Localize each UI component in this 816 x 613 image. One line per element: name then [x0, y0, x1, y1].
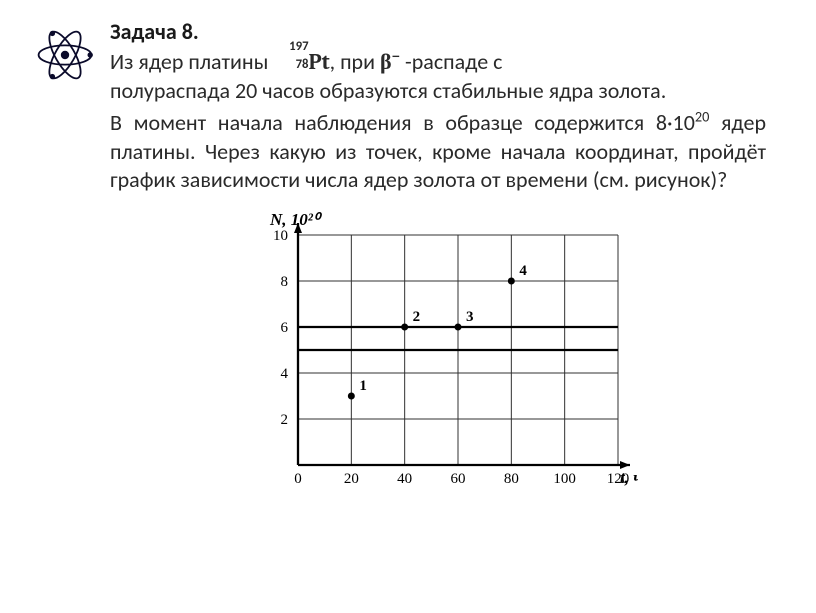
svg-text:10: 10: [273, 228, 288, 244]
svg-text:0: 0: [294, 471, 302, 487]
svg-text:4: 4: [519, 263, 527, 279]
problem-content: Задача 8. Из ядер платины 197 78 Pt, при…: [0, 0, 816, 515]
svg-text:2: 2: [413, 309, 421, 325]
mass-number: 197: [289, 39, 308, 56]
svg-text:2: 2: [281, 412, 289, 428]
svg-text:1: 1: [359, 378, 367, 394]
svg-text:8: 8: [281, 274, 289, 290]
text: Из ядер платины: [110, 48, 268, 75]
text: -распаде с: [400, 48, 502, 75]
decay-chart: 020406080100120246810N, 10²⁰t, ч1234: [238, 205, 638, 505]
svg-text:t, ч: t, ч: [620, 468, 638, 487]
atomic-number: 78: [296, 57, 309, 74]
svg-text:3: 3: [466, 309, 474, 325]
svg-text:N, 10²⁰: N, 10²⁰: [269, 210, 323, 229]
svg-text:80: 80: [504, 471, 519, 487]
svg-text:6: 6: [281, 320, 289, 336]
isotope-notation: 197 78: [273, 47, 308, 69]
paragraph-1: Из ядер платины 197 78 Pt, при β− -распа…: [110, 47, 766, 105]
svg-text:4: 4: [281, 366, 289, 382]
svg-text:60: 60: [451, 471, 466, 487]
svg-text:100: 100: [553, 471, 576, 487]
problem-title: Задача 8.: [110, 18, 766, 45]
paragraph-2: В момент начала наблюдения в образце сод…: [110, 109, 766, 195]
text: , при: [330, 48, 375, 75]
text: В момент начала наблюдения в образце сод…: [110, 109, 695, 136]
exponent: 20: [695, 108, 710, 126]
chart-container: 020406080100120246810N, 10²⁰t, ч1234: [110, 205, 766, 505]
text: полураспада 20 часов образуются стабильн…: [110, 77, 666, 104]
svg-text:20: 20: [344, 471, 359, 487]
element-symbol: Pt: [309, 49, 330, 75]
svg-text:40: 40: [397, 471, 412, 487]
beta-symbol: β−: [380, 49, 400, 75]
